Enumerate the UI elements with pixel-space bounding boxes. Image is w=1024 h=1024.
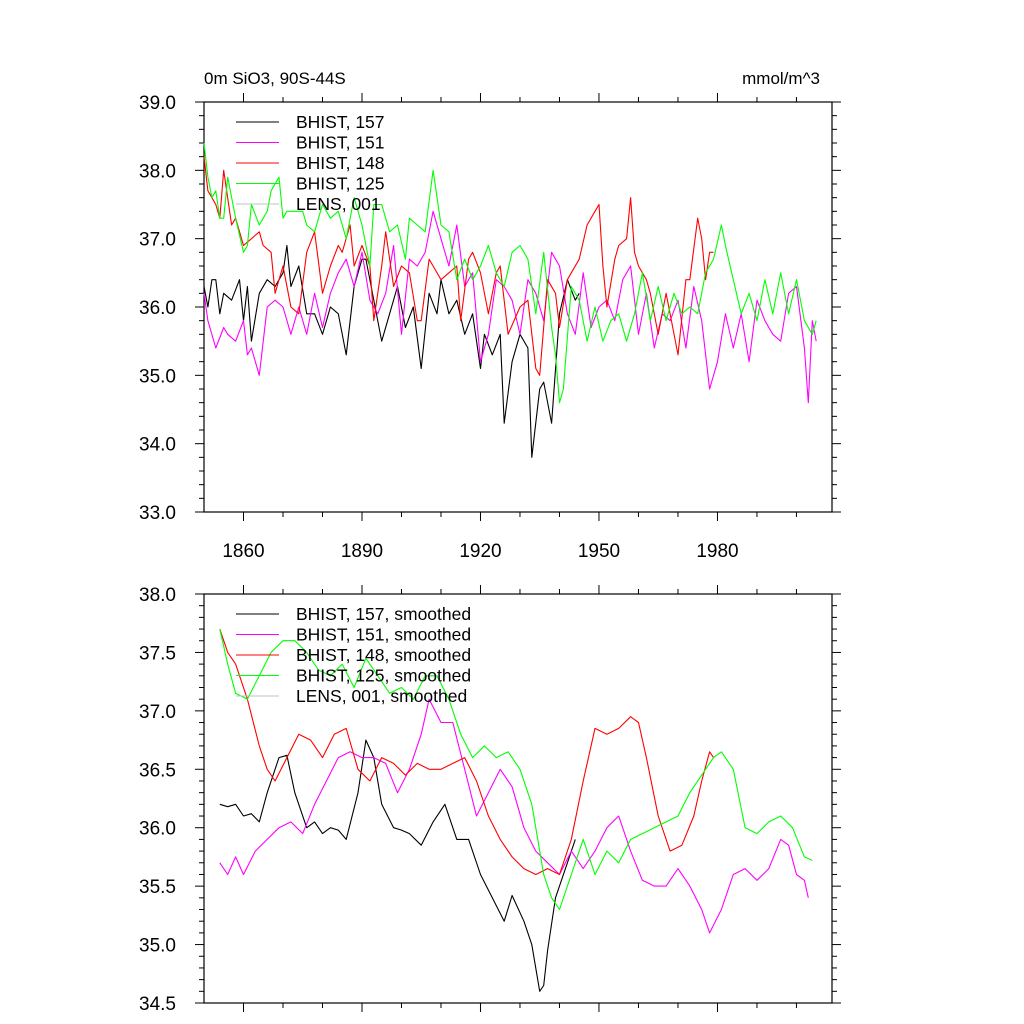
series-line-0: [219, 739, 576, 992]
series-line-3: [219, 628, 813, 911]
y-tick-label: 35.5: [139, 877, 176, 898]
x-tick-label: 1890: [341, 541, 383, 562]
legend-label: BHIST, 157: [296, 112, 385, 132]
legend-label: BHIST, 151, smoothed: [296, 625, 471, 645]
legend-label: BHIST, 157, smoothed: [296, 604, 471, 624]
x-tick-label: 1860: [222, 541, 264, 562]
y-tick-label: 38.0: [139, 585, 176, 606]
y-tick-label: 36.5: [139, 760, 176, 781]
y-tick-label: 33.0: [139, 503, 176, 524]
legend-label: BHIST, 148: [296, 153, 385, 173]
legend-label: LENS, 001: [296, 194, 381, 214]
units-label: mmol/m^3: [742, 69, 820, 88]
series-line-3: [203, 142, 817, 404]
plot-frame: [203, 593, 833, 1004]
chart-title: 0m SiO3, 90S-44S: [204, 69, 346, 88]
y-tick-label: 38.0: [139, 161, 176, 182]
x-tick-label: 1920: [459, 541, 501, 562]
series-line-0: [203, 244, 580, 458]
y-tick-label: 36.0: [139, 298, 176, 319]
legend-label: BHIST, 125: [296, 174, 385, 194]
series-line-2: [219, 628, 714, 876]
y-tick-label: 34.5: [139, 994, 176, 1015]
y-tick-label: 36.0: [139, 819, 176, 840]
legend-label: BHIST, 151: [296, 133, 385, 153]
bottom-panel: 34.5 35.0 35.5 36.0 36.5 37.0 37.5 38.0 BHIST, 1…: [139, 585, 841, 1015]
y-tick-label: 35.0: [139, 366, 176, 387]
top-panel: 33.0 34.0 35.0 36.0 37.0 38.0 39.0 1860 1890 1920…: [139, 93, 841, 562]
y-tick-label: 37.0: [139, 702, 176, 723]
x-tick-label: 1950: [578, 541, 620, 562]
y-tick-label: 34.0: [139, 435, 176, 456]
y-tick-label: 39.0: [139, 93, 176, 114]
series-line-2: [203, 156, 714, 376]
series-line-1: [219, 698, 809, 934]
series-line-1: [203, 210, 817, 404]
y-tick-label: 37.0: [139, 230, 176, 251]
y-tick-label: 35.0: [139, 936, 176, 957]
legend-label: BHIST, 125, smoothed: [296, 666, 471, 686]
legend-label: BHIST, 148, smoothed: [296, 645, 471, 665]
legend-label: LENS, 001, smoothed: [296, 686, 467, 706]
x-tick-label: 1980: [696, 541, 738, 562]
y-tick-label: 37.5: [139, 643, 176, 664]
